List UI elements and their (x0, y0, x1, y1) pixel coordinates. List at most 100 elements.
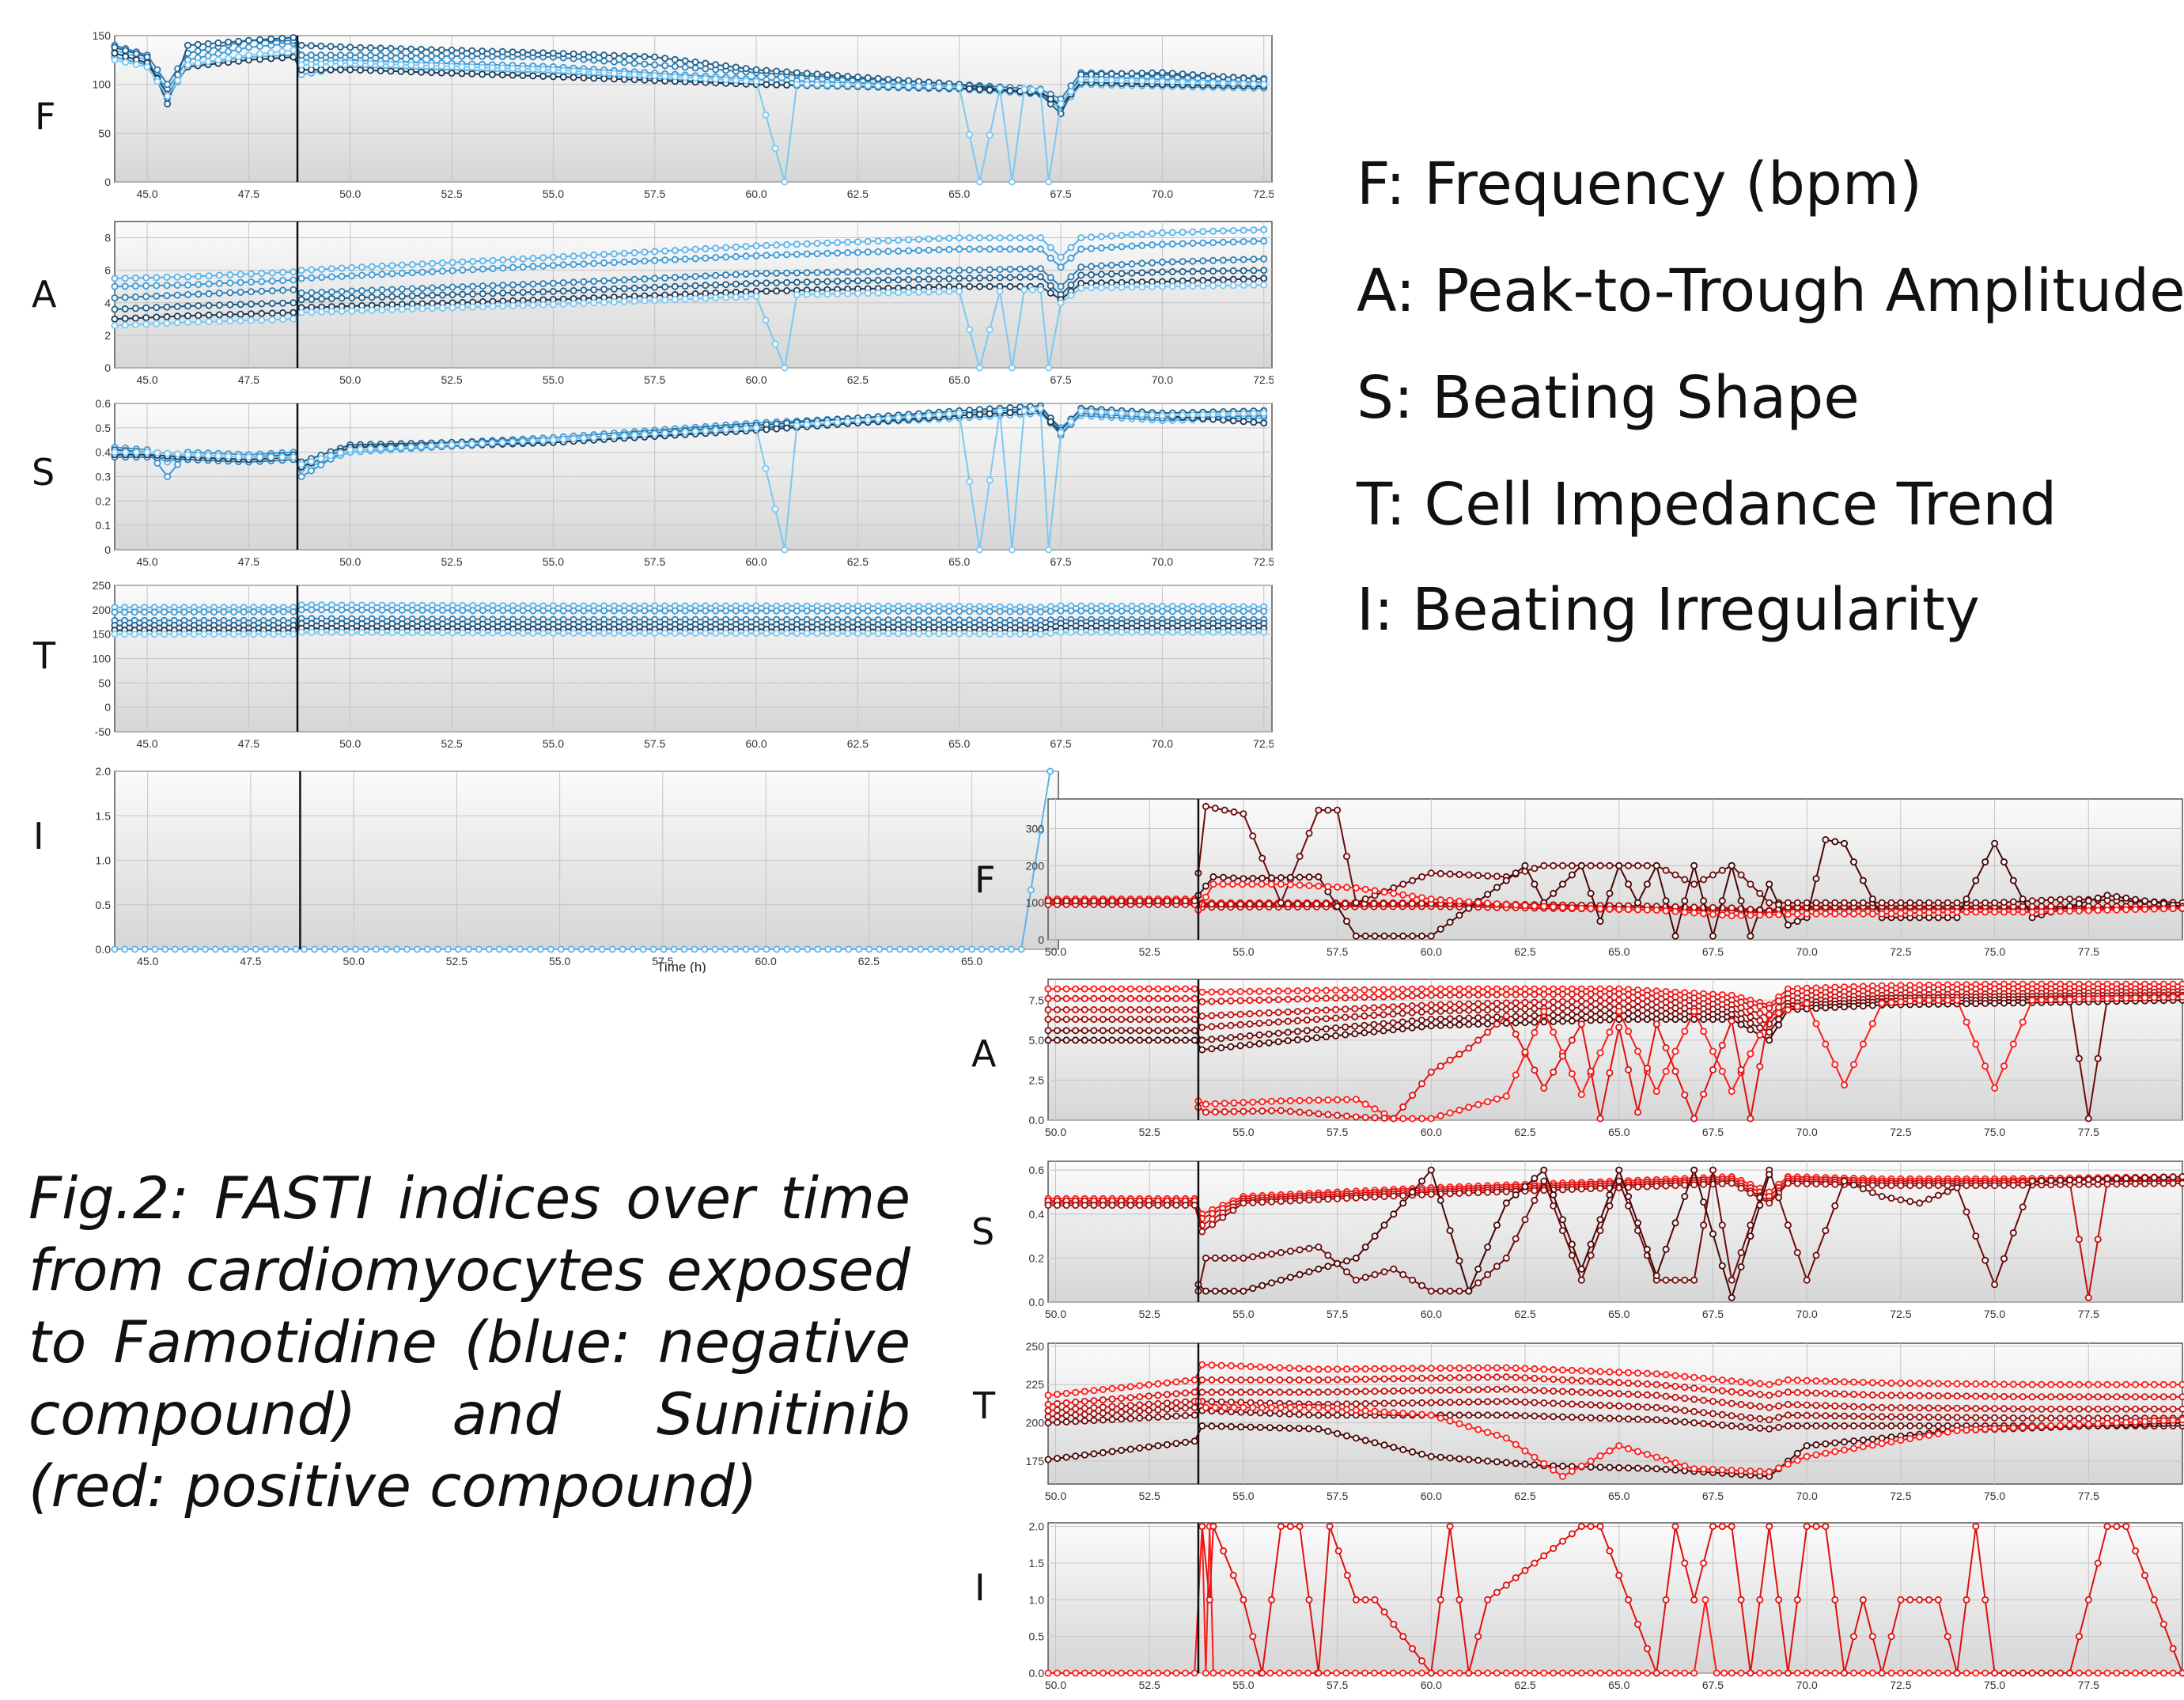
data-point (342, 945, 350, 953)
x-tick-label: 60.0 (755, 955, 776, 967)
data-point (485, 945, 493, 953)
data-point (783, 278, 791, 286)
data-point (681, 273, 689, 281)
data-point (1766, 880, 1773, 888)
data-point (397, 45, 405, 53)
data-point (1020, 85, 1028, 93)
data-point (1077, 245, 1085, 253)
data-point (1128, 70, 1136, 78)
data-point (1284, 1008, 1292, 1016)
data-point (279, 608, 287, 615)
data-point (1284, 995, 1292, 1003)
data-point (1303, 986, 1311, 994)
data-point (691, 64, 699, 72)
data-point (1149, 229, 1156, 237)
data-point (290, 309, 297, 316)
y-tick-label: 0.4 (1029, 1208, 1045, 1221)
data-point (408, 292, 416, 300)
data-point (1756, 911, 1764, 919)
x-tick-label: 50.0 (343, 955, 365, 967)
data-point (1587, 997, 1595, 1005)
data-point (255, 43, 263, 51)
data-point (1045, 178, 1053, 186)
y-tick-label: 1.0 (96, 854, 112, 867)
data-point (1054, 897, 1062, 905)
data-point (1274, 996, 1282, 1004)
data-point (204, 51, 212, 59)
y-tick-label: 200 (1026, 859, 1045, 872)
data-point (630, 284, 638, 292)
data-point (1179, 628, 1187, 636)
data-point (752, 270, 760, 278)
series-6 (111, 628, 1268, 638)
data-point (1652, 1020, 1660, 1028)
data-point (1784, 899, 1792, 907)
data-point (458, 70, 466, 78)
data-point (1484, 899, 1492, 907)
data-point (311, 945, 319, 953)
x-tick-label: 67.5 (1050, 555, 1071, 568)
data-point (1293, 1028, 1301, 1036)
data-point (1240, 74, 1247, 82)
data-point (174, 77, 182, 85)
data-point (1643, 998, 1651, 1005)
data-point (336, 449, 344, 456)
data-point (489, 264, 497, 272)
data-point (783, 251, 791, 259)
data-point (408, 260, 416, 268)
data-point (590, 434, 598, 441)
data-point (956, 630, 963, 638)
data-point (1286, 873, 1294, 881)
data-point (773, 425, 781, 433)
data-point (661, 55, 669, 62)
data-point (427, 442, 435, 450)
data-point (358, 287, 365, 295)
data-point (1182, 994, 1190, 1002)
data-point (1088, 263, 1096, 271)
data-point (641, 257, 649, 265)
data-point (1182, 1027, 1190, 1035)
data-point (204, 58, 212, 66)
data-point (1868, 910, 1876, 918)
data-point (1149, 283, 1156, 291)
data-point (539, 607, 547, 615)
data-point (1090, 994, 1098, 1002)
data-point (948, 945, 956, 953)
data-point (1747, 1020, 1754, 1028)
data-point (1219, 276, 1227, 284)
data-point (996, 608, 1004, 615)
data-point (1229, 275, 1237, 283)
data-point (722, 62, 730, 70)
data-point (418, 292, 426, 300)
data-point (752, 279, 760, 287)
data-point (1209, 72, 1217, 80)
data-point (499, 302, 507, 310)
data-point (1831, 838, 1839, 846)
data-point (925, 630, 933, 638)
data-point (164, 473, 172, 481)
data-point (318, 606, 326, 614)
data-point (111, 274, 119, 282)
data-point (121, 945, 129, 953)
x-tick-label: 57.5 (652, 955, 673, 967)
data-point (163, 292, 171, 300)
data-point (449, 607, 456, 615)
data-point (1756, 1002, 1764, 1010)
data-point (1217, 900, 1225, 908)
data-point (194, 451, 202, 459)
data-point (529, 629, 537, 637)
x-tick-label: 52.5 (441, 555, 462, 568)
data-point (1587, 1017, 1595, 1024)
data-point (978, 945, 986, 953)
data-point (813, 278, 821, 286)
data-point (205, 301, 213, 309)
data-point (1145, 1016, 1153, 1024)
data-point (519, 48, 527, 56)
data-point (1054, 985, 1062, 993)
data-point (590, 251, 598, 259)
data-point (539, 280, 547, 288)
data-point (1107, 607, 1115, 615)
data-point (1540, 903, 1548, 911)
data-point (1099, 1005, 1107, 1013)
